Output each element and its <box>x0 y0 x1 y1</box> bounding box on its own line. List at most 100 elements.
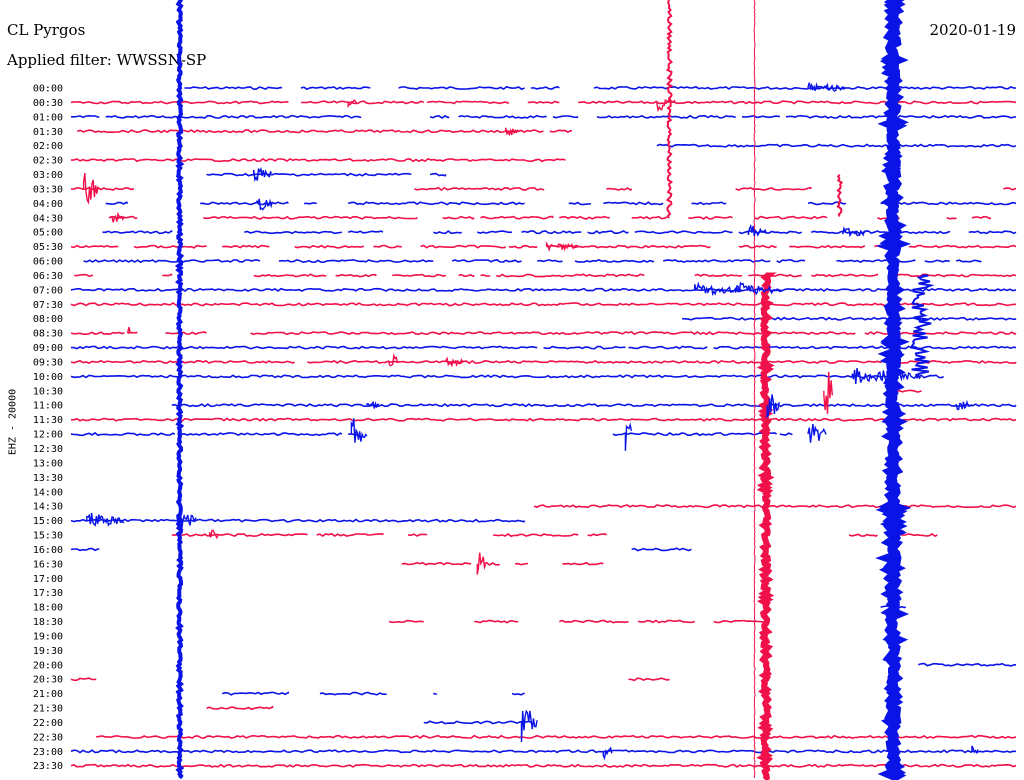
trace-segment <box>688 215 733 220</box>
burst-mark <box>520 709 538 743</box>
trace-segment <box>483 561 500 566</box>
row-tick-label: 07:00 <box>33 285 63 296</box>
trace-segment <box>477 230 513 234</box>
row-tick-label: 02:00 <box>33 141 63 152</box>
burst-mark <box>766 394 780 419</box>
burst-mark <box>624 422 633 451</box>
trace-segment <box>70 417 1017 422</box>
burst-mark <box>971 745 979 755</box>
trace-segment <box>537 259 563 263</box>
row-tick-label: 16:00 <box>33 545 63 556</box>
trace-segment <box>603 201 664 206</box>
trace-segment <box>70 359 296 364</box>
trace-segment <box>221 691 290 696</box>
trace-segment <box>785 114 1017 119</box>
row-tick-label: 22:30 <box>33 732 63 743</box>
trace-segment <box>184 86 283 90</box>
row-tick-label: 03:00 <box>33 170 63 181</box>
burst-mark <box>656 98 676 113</box>
trace-segment <box>789 244 866 249</box>
station-title: CL Pyrgos <box>7 21 86 39</box>
burst-mark <box>807 82 846 92</box>
row-tick-label: 13:30 <box>33 473 63 484</box>
event-band <box>665 0 674 217</box>
trace-segment <box>300 86 371 91</box>
trace-segment <box>70 677 97 681</box>
trace-segment <box>915 374 945 379</box>
burst-mark <box>256 198 274 211</box>
trace-segment <box>423 720 532 725</box>
row-tick-label: 17:00 <box>33 574 63 585</box>
event-band <box>756 272 777 780</box>
trace-segment <box>480 215 554 220</box>
trace-segment <box>71 114 100 119</box>
trace-segment <box>496 273 645 278</box>
row-tick-label: 01:00 <box>33 112 63 123</box>
trace-segment <box>253 273 327 278</box>
trace-segment <box>70 302 1017 307</box>
trace-segment <box>319 691 387 696</box>
trace-segment <box>70 547 100 552</box>
trace-segment <box>171 532 308 537</box>
row-tick-label: 08:00 <box>33 314 63 325</box>
row-tick-label: 21:00 <box>33 689 63 700</box>
trace-segment <box>587 230 629 235</box>
trace-segment <box>896 389 922 393</box>
trace-segment <box>779 432 793 436</box>
trace-segment <box>83 259 261 264</box>
burst-mark <box>347 99 358 109</box>
burst-mark <box>253 166 273 182</box>
burst-mark <box>350 418 368 443</box>
trace-segment <box>691 201 727 206</box>
row-tick-label: 18:00 <box>33 603 63 614</box>
trace-segment <box>426 100 510 105</box>
row-tick-label: 01:30 <box>33 127 63 138</box>
row-tick-label: 10:30 <box>33 386 63 397</box>
trace-segment <box>70 331 125 336</box>
trace-segment <box>401 561 472 566</box>
burst-mark <box>823 371 833 414</box>
trace-segment <box>70 374 891 379</box>
trace-segment <box>127 331 138 334</box>
row-tick-label: 20:00 <box>33 660 63 671</box>
trace-segment <box>543 345 626 350</box>
row-tick-label: 03:30 <box>33 184 63 195</box>
burst-mark <box>388 352 399 367</box>
trace-segment <box>656 143 1017 148</box>
row-tick-label: 11:30 <box>33 415 63 426</box>
row-tick-label: 15:30 <box>33 531 63 542</box>
trace-segment <box>347 201 525 206</box>
trace-segment <box>880 201 1017 206</box>
trace-segment <box>515 562 529 566</box>
trace-segment <box>533 504 1017 509</box>
trace-segment <box>552 115 579 119</box>
trace-segment <box>70 763 1017 768</box>
row-tick-label: 14:30 <box>33 502 63 513</box>
seismic-traces <box>70 85 1017 768</box>
burst-mark <box>842 225 868 238</box>
row-tick-label: 11:00 <box>33 401 63 412</box>
trace-segment <box>631 547 692 552</box>
row-tick-label: 18:30 <box>33 617 63 628</box>
trace-segment <box>682 316 1017 321</box>
burst-mark <box>111 211 125 223</box>
event-band <box>753 0 756 779</box>
trace-segment <box>171 403 1017 408</box>
trace-segment <box>347 230 384 234</box>
trace-segment <box>735 186 812 191</box>
row-tick-label: 06:00 <box>33 257 63 268</box>
trace-segment <box>420 244 507 249</box>
trace-segment <box>971 215 992 220</box>
trace-segment <box>662 259 771 264</box>
trace-segment <box>521 230 582 235</box>
trace-segment <box>807 201 847 206</box>
trace-segment <box>596 114 736 119</box>
trace-segment <box>105 114 362 119</box>
trace-segment <box>181 432 343 437</box>
row-tick-label: 23:00 <box>33 747 63 758</box>
trace-segment <box>203 215 418 220</box>
trace-segment <box>70 749 1016 754</box>
trace-segment <box>606 187 633 192</box>
trace-segment <box>250 331 856 336</box>
